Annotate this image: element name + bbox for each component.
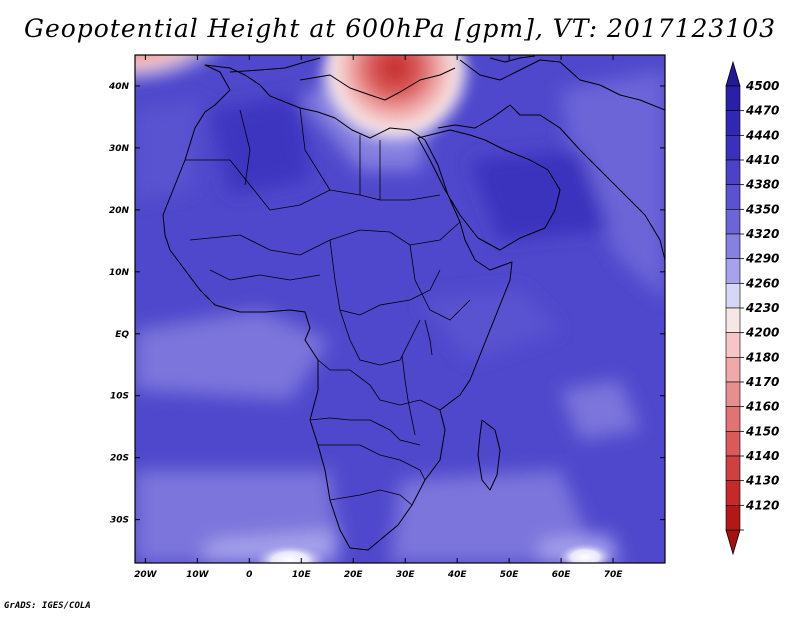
- y-tick-label: 40N: [108, 82, 130, 92]
- colorbar-bottom-triangle: [725, 529, 741, 556]
- colorbar-swatch: [725, 480, 741, 506]
- x-tick-label: 60E: [552, 570, 572, 580]
- colorbar-label: 4230: [745, 301, 779, 315]
- colorbar-label: 4140: [745, 449, 779, 463]
- x-tick-label: 30E: [396, 570, 416, 580]
- colorbar-label: 4470: [745, 104, 779, 118]
- colorbar-label: 4180: [745, 350, 779, 364]
- x-tick-label: 40E: [447, 570, 468, 580]
- colorbar-swatch: [725, 357, 741, 383]
- x-axis-labels: 20W 10W 0 10E 20E 30E 40E 50E 60E 70E: [134, 570, 623, 580]
- colorbar-swatch: [725, 455, 741, 481]
- colorbar-label: 4380: [745, 178, 779, 192]
- y-tick-label: 10N: [109, 268, 130, 278]
- colorbar-label: 4500: [745, 79, 779, 93]
- colorbar-swatch: [725, 159, 741, 185]
- x-tick-label: 0: [246, 570, 252, 580]
- colorbar-label: 4160: [745, 400, 779, 414]
- colorbar-swatch: [725, 381, 741, 407]
- height-field: [135, 55, 665, 563]
- y-tick-label: 10S: [110, 392, 129, 402]
- y-tick-label: EQ: [115, 330, 129, 340]
- x-tick-label: 70E: [604, 570, 624, 580]
- colorbar: 4500 4470 4440 4410 4380 4350 4320 4290 4260 4230…: [725, 60, 779, 556]
- colorbar-swatch: [725, 233, 741, 259]
- colorbar-swatch: [725, 209, 741, 235]
- colorbar-swatch: [725, 505, 741, 531]
- x-tick-label: 50E: [500, 570, 520, 580]
- colorbar-label: 4170: [745, 375, 779, 389]
- colorbar-label: 4440: [745, 128, 779, 142]
- y-tick-label: 20S: [110, 454, 129, 464]
- colorbar-swatch: [725, 85, 741, 111]
- colorbar-swatch: [725, 258, 741, 284]
- y-axis-labels: 40N 30N 20N 10N EQ 10S 20S 30S: [108, 82, 130, 526]
- x-tick-label: 20W: [134, 570, 158, 580]
- axis-ticks: [135, 55, 665, 563]
- colorbar-swatch: [725, 431, 741, 457]
- grads-footer: GrADS: IGES/COLA: [4, 601, 91, 611]
- colorbar-swatch: [725, 332, 741, 358]
- colorbar-label: 4200: [745, 326, 779, 340]
- colorbar-top-triangle: [725, 60, 741, 87]
- colorbar-swatch: [725, 184, 741, 210]
- colorbar-label: 4130: [745, 474, 779, 488]
- colorbar-label: 4350: [745, 202, 779, 216]
- colorbar-swatch: [725, 135, 741, 161]
- x-tick-label: 10E: [292, 570, 312, 580]
- chart-title: Geopotential Height at 600hPa [gpm], VT:…: [23, 14, 777, 43]
- colorbar-label: 4320: [745, 227, 779, 241]
- y-tick-label: 30N: [109, 144, 130, 154]
- colorbar-swatch: [725, 406, 741, 432]
- x-tick-label: 20E: [344, 570, 364, 580]
- x-tick-label: 10W: [186, 570, 210, 580]
- colorbar-swatch: [725, 307, 741, 333]
- country-borders: [185, 107, 471, 506]
- colorbar-label: 4260: [745, 276, 779, 290]
- y-tick-label: 20N: [109, 206, 130, 216]
- colorbar-swatch: [725, 110, 741, 136]
- plot-frame: [134, 54, 666, 564]
- y-tick-label: 30S: [110, 516, 129, 526]
- colorbar-label: 4120: [745, 498, 779, 512]
- coastlines: [162, 55, 665, 551]
- colorbar-swatch: [725, 283, 741, 309]
- colorbar-label: 4410: [745, 153, 779, 167]
- colorbar-label: 4290: [745, 252, 779, 266]
- colorbar-label: 4150: [745, 424, 779, 438]
